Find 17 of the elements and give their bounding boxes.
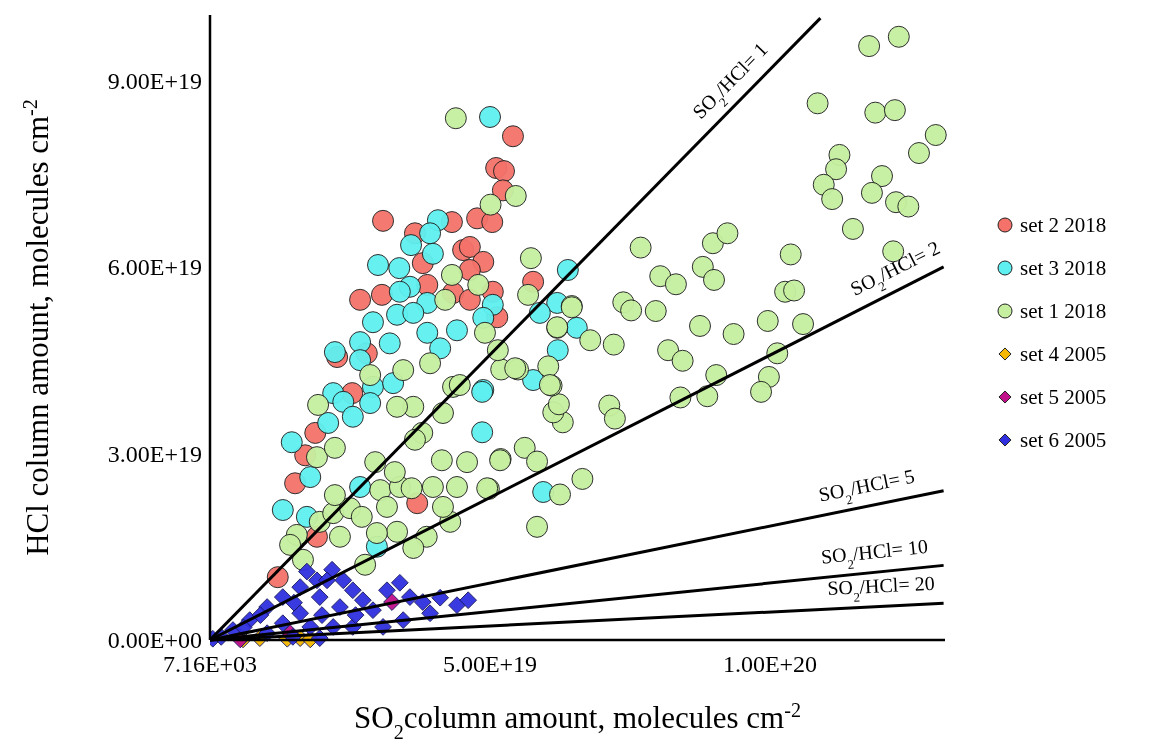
x-tick-label: 1.00E+20 [722,651,818,677]
x-axis-title: SO$_{2}$column amount, molecules cm$^{-2}$ [353,699,802,743]
annotation: SO$_{2}$/HCl= 20 [826,571,936,605]
y-tick-label: 0.00E+00 [107,627,202,654]
legend-label: set 3 2018 [1020,256,1107,281]
legend-label: set 6 2005 [1020,428,1107,453]
legend-label: set 1 2018 [1020,299,1107,324]
y-tick-label: 3.00E+19 [107,440,202,467]
legend-label: set 5 2005 [1020,385,1107,410]
annotation: SO$_{2}$/HCl= 10 [819,534,929,572]
legend-label: set 4 2005 [1020,342,1107,367]
x-tick-label: 7.16E+03 [162,651,258,677]
y-tick-label: 9.00E+19 [107,67,202,94]
y-tick-label: 6.00E+19 [107,254,202,281]
legend-label: set 2 2018 [1020,213,1107,238]
x-tick-label: 5.00E+19 [442,651,538,677]
annotation: SO$_{2}$/HCl= 5 [816,464,917,507]
